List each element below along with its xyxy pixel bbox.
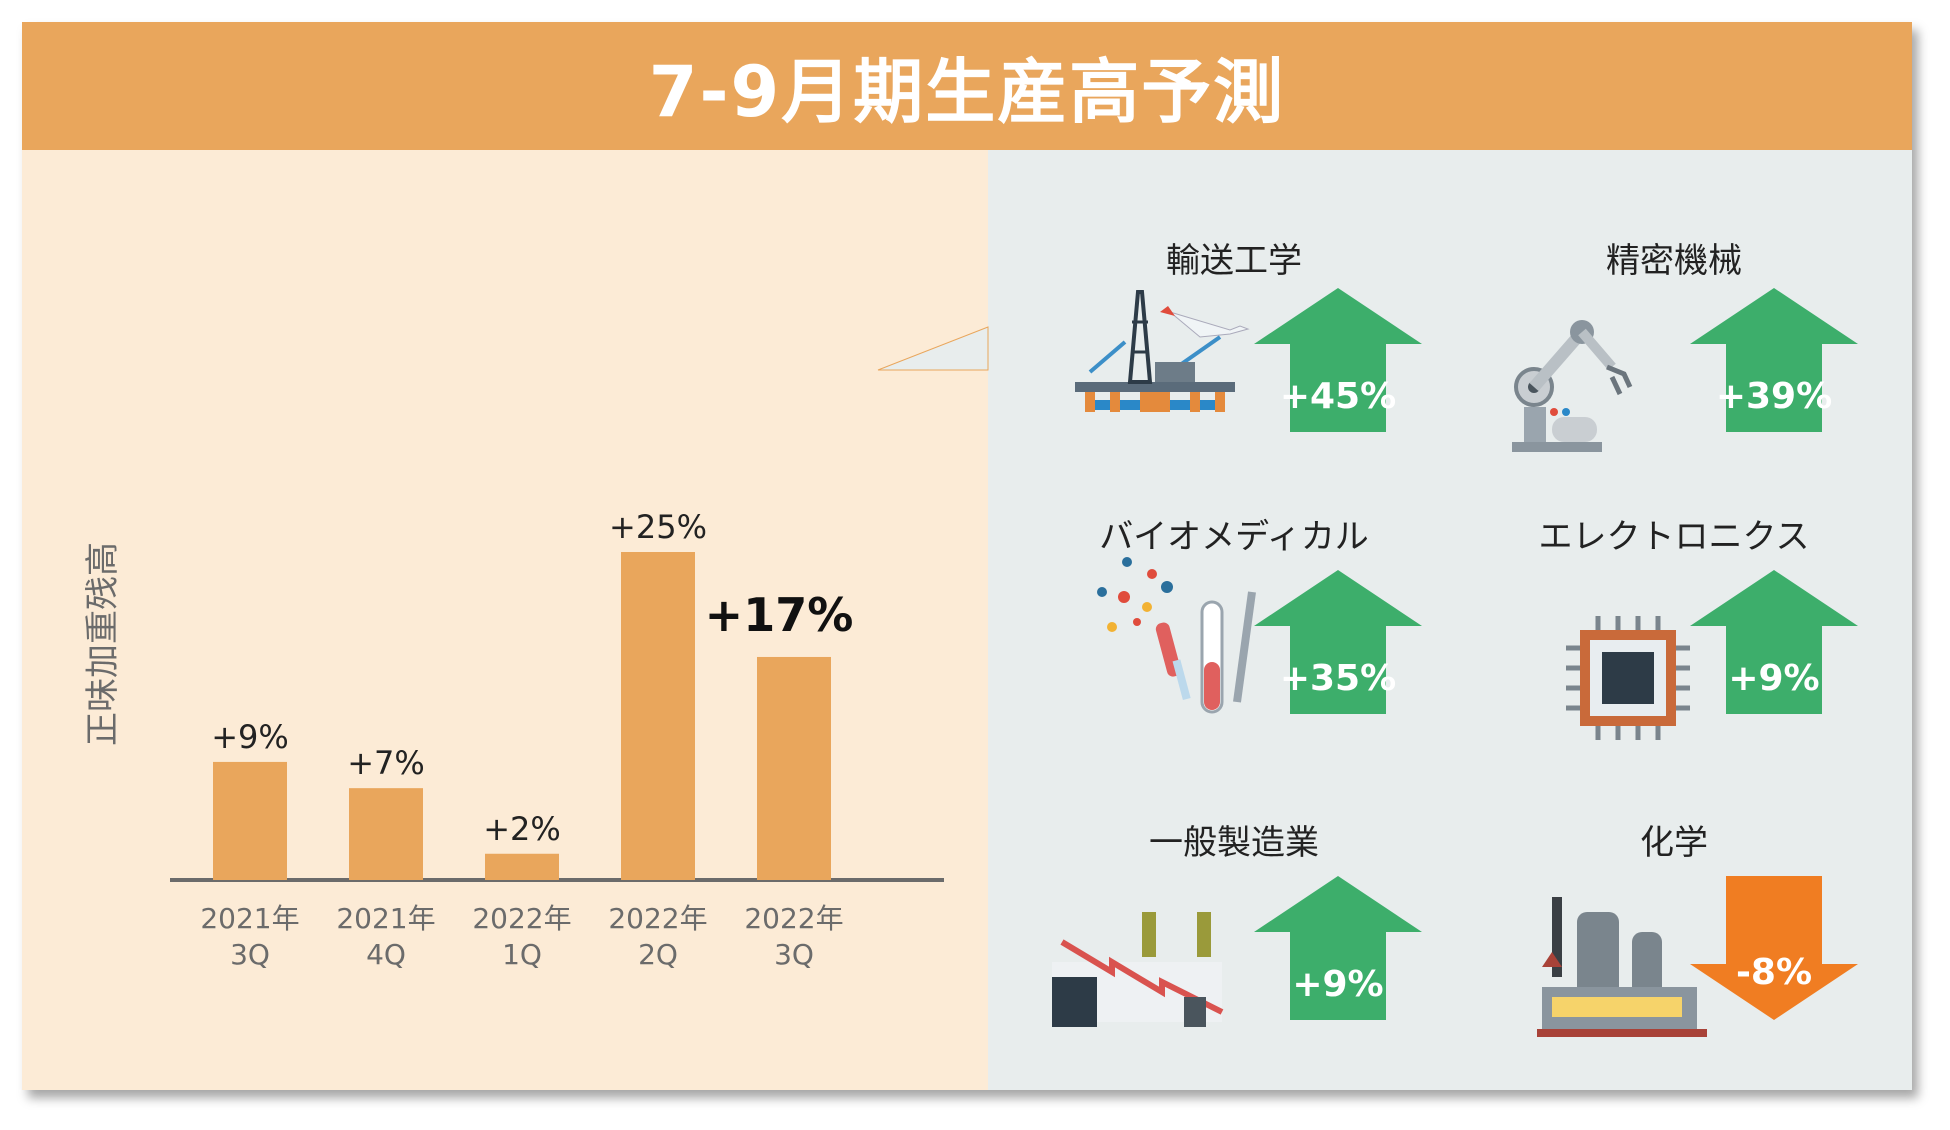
industry-name: 精密機械 bbox=[1606, 241, 1742, 281]
arrow-up-icon bbox=[1254, 570, 1422, 714]
y-axis-label: 正味加重残高 bbox=[83, 542, 123, 746]
microchip-icon bbox=[1566, 616, 1690, 740]
bar-value-label: +25% bbox=[609, 508, 707, 546]
oil-rig-airplane-icon bbox=[1075, 290, 1250, 412]
industry-tile: 精密機械 +39% bbox=[1606, 241, 1858, 432]
industry-change: -8% bbox=[1736, 952, 1812, 993]
x-tick-label-quarter: 2Q bbox=[638, 938, 678, 971]
chart-panel bbox=[22, 150, 988, 1090]
industry-change: +35% bbox=[1280, 658, 1396, 699]
industry-change: +9% bbox=[1292, 964, 1383, 1005]
industry-name: 輸送工学 bbox=[1166, 241, 1302, 281]
industry-tile: 化学 -8% bbox=[1640, 823, 1858, 1020]
x-tick-label-year: 2021年 bbox=[200, 902, 299, 935]
bar bbox=[757, 656, 831, 880]
bar-value-label: +2% bbox=[483, 810, 561, 848]
bar bbox=[621, 552, 695, 880]
x-tick-label-year: 2022年 bbox=[472, 902, 571, 935]
arrow-up-icon bbox=[1254, 876, 1422, 1020]
x-tick-label-quarter: 3Q bbox=[774, 938, 814, 971]
chemical-plant-icon bbox=[1537, 897, 1707, 1037]
page-title: 7-9月期生産高予測 bbox=[648, 50, 1286, 133]
industry-change: +9% bbox=[1728, 658, 1819, 699]
x-tick-label-quarter: 3Q bbox=[230, 938, 270, 971]
bar bbox=[485, 853, 559, 880]
industry-tile: 一般製造業 +9% bbox=[1149, 823, 1422, 1020]
industry-name: バイオメディカル bbox=[1099, 517, 1369, 557]
bar bbox=[213, 761, 287, 880]
x-tick-label-year: 2022年 bbox=[744, 902, 843, 935]
arrow-down-icon bbox=[1690, 876, 1858, 1020]
bar-value-label: +17% bbox=[705, 588, 854, 642]
chart-svg: 正味加重残高 +9%2021年3Q+7%2021年4Q+2%2022年1Q+25… bbox=[83, 241, 1858, 1037]
industry-name: エレクトロニクス bbox=[1539, 517, 1810, 557]
x-tick-label-quarter: 4Q bbox=[366, 938, 406, 971]
arrow-up-icon bbox=[1254, 288, 1422, 432]
x-tick-label-year: 2021年 bbox=[336, 902, 435, 935]
lab-tubes-syringe-icon bbox=[1097, 557, 1256, 714]
bar-value-label: +9% bbox=[211, 718, 289, 756]
factory-icon bbox=[1052, 912, 1224, 1027]
industry-name: 一般製造業 bbox=[1149, 823, 1319, 863]
bar-chart: 正味加重残高 +9%2021年3Q+7%2021年4Q+2%2022年1Q+25… bbox=[83, 508, 944, 971]
industry-grid: 輸送工学+45%精密機械+39%バイオメディカル+35%エレクトロニクス+9%一… bbox=[1099, 241, 1858, 1020]
infographic-card: 7-9月期生産高予測 正味加重残高 +9% 2021年 3Q +7% 2021年 4Q +2… bbox=[22, 22, 1912, 1090]
bar bbox=[349, 788, 423, 880]
header-bar: 7-9月期生産高予測 bbox=[22, 22, 1912, 150]
industry-change: +45% bbox=[1280, 376, 1396, 417]
arrow-up-icon bbox=[1690, 570, 1858, 714]
industry-name: 化学 bbox=[1640, 823, 1708, 863]
x-tick-label-year: 2022年 bbox=[608, 902, 707, 935]
robot-arm-icon bbox=[1512, 320, 1633, 452]
x-tick-label-quarter: 1Q bbox=[502, 938, 542, 971]
callout-pointer bbox=[877, 326, 989, 371]
industry-tile: エレクトロニクス +9% bbox=[1539, 517, 1858, 714]
industry-tile: 輸送工学 +45% bbox=[1166, 241, 1422, 432]
bar-value-label: +7% bbox=[347, 744, 425, 782]
arrow-up-icon bbox=[1690, 288, 1858, 432]
industry-change: +39% bbox=[1716, 376, 1832, 417]
industry-tile: バイオメディカル +35% bbox=[1099, 517, 1422, 714]
